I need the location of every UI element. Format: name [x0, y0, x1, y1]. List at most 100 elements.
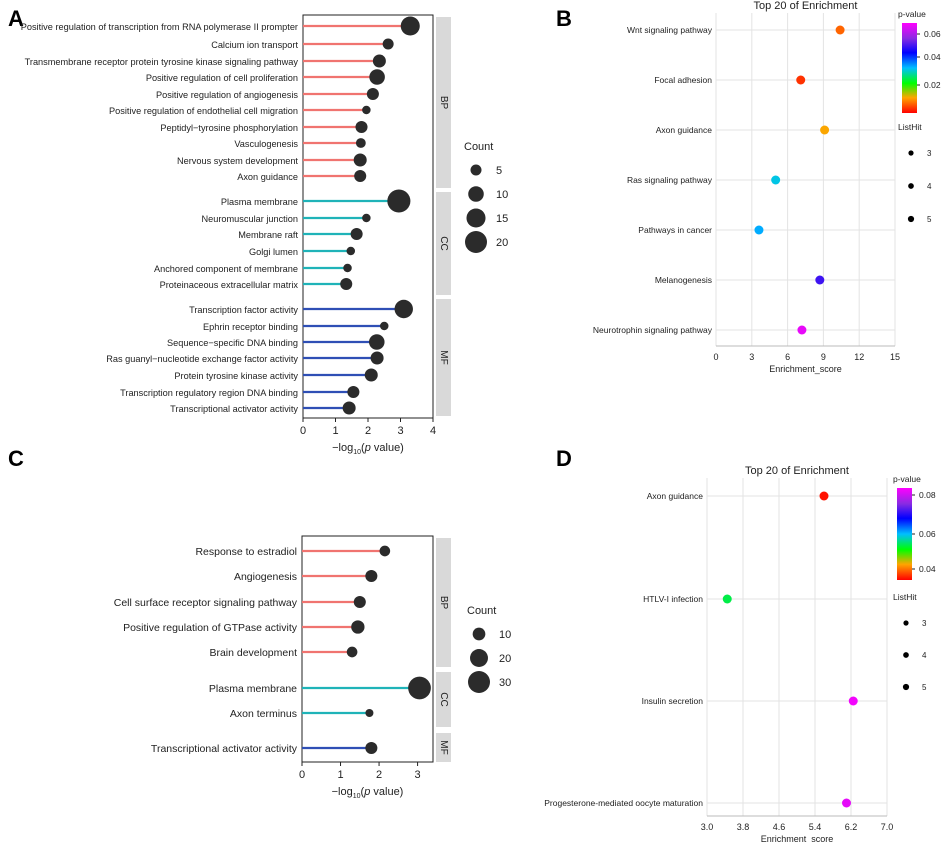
panel-b-legend-dot	[908, 183, 914, 189]
panel-a-dot	[342, 401, 356, 415]
panel-a-x-tick-label: 0	[300, 425, 306, 437]
panel-c-strip-label: BP	[438, 596, 449, 610]
panel-b-term-label: Axon guidance	[656, 125, 713, 135]
panel-c-legend-dot	[468, 671, 490, 693]
panel-c-term-label: Brain development	[209, 647, 297, 659]
panel-d-x-tick-label: 7.0	[881, 822, 894, 832]
panel-a-term-label: Protein tyrosine kinase activity	[174, 371, 298, 381]
panel-a-dot	[355, 120, 368, 134]
panel-a-dot	[343, 263, 352, 273]
panel-b-legend-label: 3	[927, 149, 932, 158]
panel-b-colorbar-tick-label: 0.04	[924, 52, 941, 62]
panel-b-x-tick-label: 12	[854, 352, 864, 362]
panel-b-point	[835, 25, 845, 35]
panel-a-term-label: Transcription factor activity	[189, 305, 298, 315]
panel-a-term-label: Membrane raft	[238, 230, 298, 240]
panel-a-term-label: Positive regulation of endothelial cell …	[109, 106, 298, 116]
panel-d-legend-label: 5	[922, 683, 927, 692]
panel-d-legend-dot	[903, 652, 909, 658]
panel-d-colorbar-title: p-value	[893, 474, 921, 484]
panel-c-dot	[351, 620, 365, 634]
panel-c-x-tick-label: 0	[299, 769, 305, 781]
panel-a-dot	[355, 138, 366, 148]
panel-b-point	[815, 275, 825, 285]
panel-c-x-tick-label: 1	[337, 769, 343, 781]
panel-d-term-label: Progesterone-mediated oocyte maturation	[544, 798, 703, 808]
panel-c-strip-label: MF	[438, 740, 449, 754]
panel-b-colorbar-title: p-value	[898, 9, 926, 19]
panel-b-legend-title: ListHit	[898, 122, 922, 132]
panel-a-dot	[340, 277, 353, 291]
panel-a-dot	[354, 169, 367, 183]
panel-c-legend-dot	[470, 649, 488, 667]
panel-b-point	[797, 325, 807, 335]
panel-c-x-tick-label: 2	[376, 769, 382, 781]
panel-a-term-label: Transcription regulatory region DNA bind…	[120, 388, 298, 398]
panel-c-dot	[379, 545, 391, 557]
panel-d-term-label: Axon guidance	[647, 491, 704, 501]
panel-d-x-tick-label: 3.0	[701, 822, 714, 832]
panel-a-dot	[353, 153, 367, 167]
panel-d-point	[842, 798, 851, 808]
panel-a-dot	[368, 334, 385, 350]
panel-d-colorbar-tick-label: 0.06	[919, 529, 936, 539]
panel-a-legend-dot	[468, 186, 484, 202]
panel-c-legend-label: 20	[499, 653, 511, 665]
panel-a-letter: A	[8, 6, 24, 31]
panel-c-legend-label: 30	[499, 677, 511, 689]
panel-b-point	[820, 125, 830, 135]
panel-a-x-tick-label: 4	[430, 425, 436, 437]
panel-a-strip-label: CC	[438, 236, 449, 250]
panel-a-dot	[372, 54, 386, 68]
panel-c-term-label: Plasma membrane	[209, 683, 297, 695]
panel-b-point	[771, 175, 781, 185]
panel-b-point	[796, 75, 806, 85]
panel-c-term-label: Cell surface receptor signaling pathway	[114, 597, 298, 609]
panel-a-term-label: Nervous system development	[177, 156, 298, 166]
panel-c-strip	[436, 733, 451, 762]
panel-b-x-tick-label: 9	[821, 352, 826, 362]
panel-d-legend-title: ListHit	[893, 592, 917, 602]
panel-b-legend-dot	[908, 150, 914, 156]
panel-d-legend-label: 4	[922, 651, 927, 660]
panel-a-x-axis-label: −log10(p value)	[332, 442, 404, 456]
panel-c-strip-label: CC	[438, 692, 449, 706]
panel-a-legend-dot	[470, 164, 482, 176]
panel-c-term-label: Response to estradiol	[195, 546, 297, 558]
panel-a-legend-label: 20	[496, 237, 508, 249]
panel-c-x-tick-label: 3	[415, 769, 421, 781]
panel-a-strip-label: BP	[438, 96, 449, 110]
panel-c-dot	[353, 595, 366, 609]
panel-b-term-label: Neurotrophin signaling pathway	[593, 325, 713, 335]
panel-a-dot	[382, 38, 394, 50]
panel-c-dot	[365, 569, 378, 583]
panel-a-strip	[436, 192, 451, 295]
panel-a-term-label: Golgi lumen	[249, 247, 298, 257]
panel-d-x-tick-label: 4.6	[773, 822, 786, 832]
panel-a-legend-dot	[466, 208, 486, 228]
panel-d-letter: D	[556, 446, 572, 471]
panel-b-point	[754, 225, 764, 235]
panel-a-strip	[436, 299, 451, 416]
panel-c-dot	[408, 676, 431, 700]
panel-b-x-axis-label: Enrichment_score	[769, 364, 842, 374]
panel-d-legend-dot	[902, 683, 910, 691]
panel-d-term-label: Insulin secretion	[642, 696, 704, 706]
panel-c-dot	[365, 741, 378, 755]
panel-d-colorbar-tick-label: 0.08	[919, 490, 936, 500]
panel-a-term-label: Proteinaceous extracellular matrix	[160, 280, 299, 290]
panel-a-term-label: Neuromuscular junction	[201, 214, 298, 224]
panel-a-term-label: Sequence−specific DNA binding	[167, 338, 298, 348]
panel-a-x-tick-label: 1	[332, 425, 338, 437]
panel-b-title: Top 20 of Enrichment	[754, 0, 858, 12]
panel-c-plot-frame	[301, 535, 434, 763]
panel-a-dot	[379, 321, 389, 331]
panel-a-dot	[346, 246, 356, 256]
panel-b-term-label: Pathways in cancer	[638, 225, 712, 235]
panel-c-term-label: Positive regulation of GTPase activity	[123, 622, 298, 634]
panel-a-legend-dot	[465, 231, 487, 253]
panel-a-dot	[362, 213, 371, 223]
panel-c-legend-title: Count	[467, 605, 496, 617]
panel-b-colorbar-tick-label: 0.02	[924, 80, 941, 90]
panel-a-term-label: Axon guidance	[237, 172, 298, 182]
